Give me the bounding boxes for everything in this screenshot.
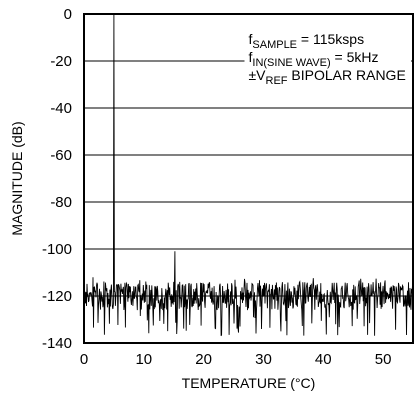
x-axis-title: TEMPERATURE (°C) (182, 375, 316, 391)
plot-area-frame (83, 13, 414, 344)
annotation-block: fSAMPLE = 115ksps fIN(SINE WAVE) = 5kHz … (249, 31, 406, 87)
y-tick-label: -120 (42, 288, 72, 305)
annotation-background (244, 28, 411, 86)
data-series (83, 13, 414, 337)
x-tick-label: 40 (315, 351, 332, 368)
x-axis-ticks: 0 10 20 30 40 50 (80, 351, 392, 368)
spectrum-line (83, 13, 414, 337)
y-tick-label: -80 (50, 194, 72, 211)
annotation-input-frequency: fIN(SINE WAVE) = 5kHz (249, 49, 379, 69)
x-tick-label: 50 (375, 351, 392, 368)
y-tick-label: -60 (50, 147, 72, 164)
y-tick-label: -40 (50, 100, 72, 117)
y-tick-label: 0 (64, 6, 72, 23)
annotation-sample-rate: fSAMPLE = 115ksps (249, 31, 365, 51)
y-axis-title: MAGNITUDE (dB) (9, 121, 25, 235)
y-axis-ticks: 0 -20 -40 -60 -80 -100 -120 -140 (42, 6, 72, 352)
x-tick-label: 20 (195, 351, 212, 368)
x-tick-label: 0 (80, 351, 88, 368)
y-tick-label: -20 (50, 53, 72, 70)
x-tick-label: 30 (255, 351, 272, 368)
y-tick-label: -140 (42, 335, 72, 352)
y-tick-label: -100 (42, 241, 72, 258)
annotation-range: ±VREF BIPOLAR RANGE (249, 67, 406, 87)
gridlines (84, 60, 413, 297)
x-tick-label: 10 (135, 351, 152, 368)
